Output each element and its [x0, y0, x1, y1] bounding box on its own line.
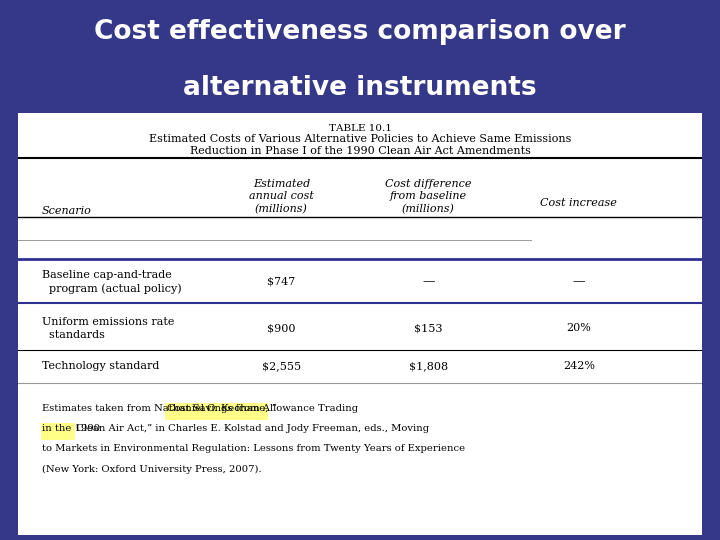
Text: in the 1990: in the 1990: [42, 424, 100, 433]
FancyBboxPatch shape: [166, 403, 268, 420]
Text: Scenario: Scenario: [42, 206, 92, 216]
Text: Estimated Costs of Various Alternative Policies to Achieve Same Emissions: Estimated Costs of Various Alternative P…: [149, 134, 571, 145]
Text: Baseline cap-and-trade
  program (actual policy): Baseline cap-and-trade program (actual p…: [42, 270, 181, 294]
Text: $747: $747: [267, 277, 295, 287]
Text: Cost Savings from Allowance Trading: Cost Savings from Allowance Trading: [167, 404, 358, 413]
Text: —: —: [422, 275, 435, 288]
Text: to Markets in Environmental Regulation: Lessons from Twenty Years of Experience: to Markets in Environmental Regulation: …: [42, 444, 465, 454]
Text: Uniform emissions rate
  standards: Uniform emissions rate standards: [42, 316, 174, 340]
FancyBboxPatch shape: [18, 113, 702, 535]
Text: Technology standard: Technology standard: [42, 361, 159, 371]
Text: $900: $900: [267, 323, 296, 333]
Text: Estimates taken from Nathaniel O. Keohane, “: Estimates taken from Nathaniel O. Keohan…: [42, 404, 276, 413]
Text: Reduction in Phase I of the 1990 Clean Air Act Amendments: Reduction in Phase I of the 1990 Clean A…: [189, 146, 531, 156]
Text: Clean Air Act,” in Charles E. Kolstad and Jody Freeman, eds., Moving: Clean Air Act,” in Charles E. Kolstad an…: [73, 424, 429, 433]
Text: Cost increase: Cost increase: [541, 198, 617, 208]
Text: TΑBLE 10.1: TΑBLE 10.1: [328, 124, 392, 133]
FancyBboxPatch shape: [40, 423, 75, 440]
Text: $2,555: $2,555: [262, 361, 301, 371]
Text: 20%: 20%: [567, 323, 591, 333]
Text: Cost effectiveness comparison over: Cost effectiveness comparison over: [94, 19, 626, 45]
Text: 242%: 242%: [563, 361, 595, 371]
Text: Estimated
annual cost
(millions): Estimated annual cost (millions): [249, 179, 314, 214]
Text: —: —: [572, 275, 585, 288]
Text: (New York: Oxford University Press, 2007).: (New York: Oxford University Press, 2007…: [42, 465, 261, 474]
Text: $153: $153: [414, 323, 443, 333]
Text: $1,808: $1,808: [409, 361, 448, 371]
Text: alternative instruments: alternative instruments: [183, 76, 537, 102]
Text: Cost difference
from baseline
(millions): Cost difference from baseline (millions): [385, 179, 472, 214]
